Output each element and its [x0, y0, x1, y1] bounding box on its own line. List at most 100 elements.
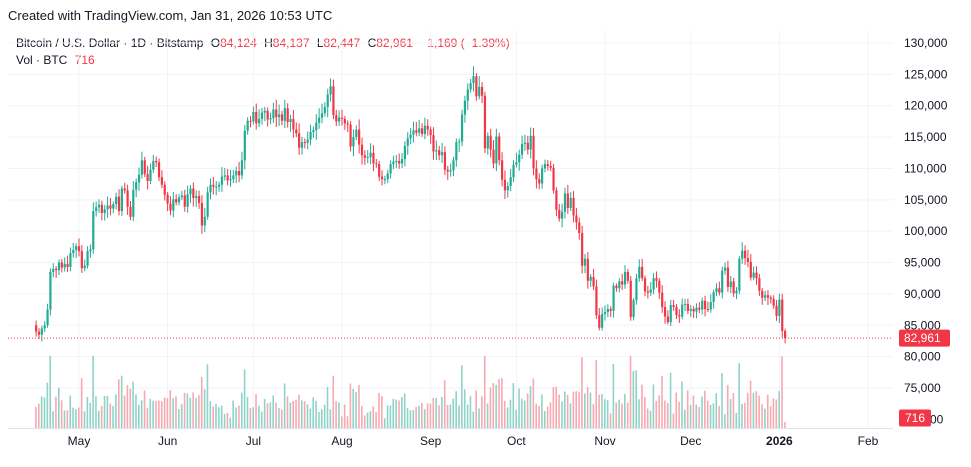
volume-bar: [192, 392, 194, 428]
volume-bar: [512, 383, 515, 428]
volume-bar: [578, 392, 580, 428]
volume-bar: [63, 410, 66, 428]
volume-bar: [612, 364, 615, 428]
volume-bar: [549, 402, 552, 428]
candle-body: [186, 194, 189, 207]
volume-bar: [149, 398, 152, 428]
candle-body: [240, 160, 244, 176]
time-axis[interactable]: May Jun Jul Aug Sep Oct Nov Dec 2026 Feb: [68, 434, 879, 448]
volume-bar: [361, 406, 363, 428]
volume-bar: [664, 400, 666, 428]
price-axis[interactable]: 130,000 125,000 120,000 115,000 110,000 105,0…: [893, 31, 971, 428]
candle-body: [326, 94, 329, 107]
candle-body: [675, 307, 678, 316]
volume-bar: [95, 396, 97, 428]
candle-body: [449, 170, 452, 172]
candle-body: [140, 160, 143, 175]
volume-bar: [326, 387, 329, 428]
candle-body: [500, 160, 504, 180]
price-tick-label: 110,000: [904, 161, 947, 175]
candle-body: [275, 109, 278, 118]
volume-bar: [203, 389, 206, 428]
volume-bar: [303, 401, 306, 428]
volume-bar: [535, 403, 537, 428]
candle-body: [363, 155, 366, 158]
volume-bar: [764, 408, 766, 428]
candle-body: [455, 142, 458, 161]
candle-body: [97, 204, 101, 208]
volume-bar: [641, 384, 643, 428]
volume-bar: [66, 410, 69, 428]
candle-body: [412, 130, 415, 135]
candle-body: [509, 177, 512, 187]
candle-body: [269, 118, 272, 120]
time-tick-label: Jun: [158, 434, 177, 448]
candle-body: [541, 168, 544, 184]
candle-body: [37, 331, 41, 335]
volume-bar: [409, 410, 412, 428]
volume-bar: [120, 375, 123, 428]
volume-bar: [338, 402, 340, 428]
volume-bar: [312, 397, 315, 428]
candle-body: [283, 108, 286, 121]
watermark-text: Created with TradingView.com, Jan 31, 20…: [8, 8, 333, 23]
volume-bar: [666, 403, 669, 428]
volume-bar: [103, 395, 106, 428]
candle-body: [309, 132, 312, 140]
candle-body: [755, 272, 758, 279]
volume-bar: [300, 400, 303, 428]
candle-body: [272, 109, 275, 119]
volume-bar: [126, 385, 129, 428]
candle-body: [395, 160, 398, 162]
volume-bar: [772, 398, 775, 428]
time-tick-label: Sep: [420, 434, 442, 448]
candle-body: [480, 86, 484, 96]
volume-bar: [661, 375, 663, 428]
volume-bar: [398, 400, 400, 428]
volume-bar: [392, 398, 395, 428]
volume-bar: [363, 415, 366, 428]
candle-body: [601, 313, 604, 328]
volume-bar: [215, 404, 217, 428]
volume-bar: [784, 422, 786, 428]
volume-bar: [98, 410, 100, 428]
volume-bar: [698, 407, 700, 428]
volume-bar: [581, 357, 583, 428]
candle-body: [578, 222, 581, 234]
volume-bar: [358, 384, 360, 428]
volume-bar: [355, 392, 357, 428]
candle-body: [378, 164, 381, 177]
volume-bar: [526, 393, 529, 428]
candle-body: [420, 128, 424, 134]
candle-body: [266, 110, 269, 120]
volume-bar: [592, 404, 595, 428]
volume-bar: [178, 409, 180, 428]
candle-body: [598, 315, 601, 328]
candle-body: [260, 112, 264, 119]
last-price-badge: [899, 329, 950, 347]
volume-bar: [198, 395, 200, 428]
candle-body: [418, 128, 421, 133]
price-tick-label: 80,000: [904, 350, 941, 364]
candle-body: [652, 278, 655, 290]
candle-body: [761, 290, 764, 298]
candle-body: [612, 285, 615, 311]
volume-legend[interactable]: Vol · BTC 716: [16, 53, 95, 67]
volume-bar: [575, 391, 578, 428]
volume-bar: [421, 403, 423, 428]
volume-bar: [46, 382, 49, 428]
candle-body: [538, 179, 541, 184]
volume-bar: [118, 379, 120, 428]
candle-body: [555, 190, 558, 210]
candle-body: [606, 308, 609, 313]
candle-body: [558, 209, 561, 219]
candle-body: [355, 129, 358, 138]
volume-bar: [749, 380, 752, 428]
volume-bar: [632, 371, 635, 428]
volume-bar: [243, 369, 246, 428]
volume-bar: [561, 401, 563, 428]
candle-body: [503, 179, 507, 191]
candle-body: [683, 303, 687, 305]
volume-bar: [715, 393, 718, 428]
